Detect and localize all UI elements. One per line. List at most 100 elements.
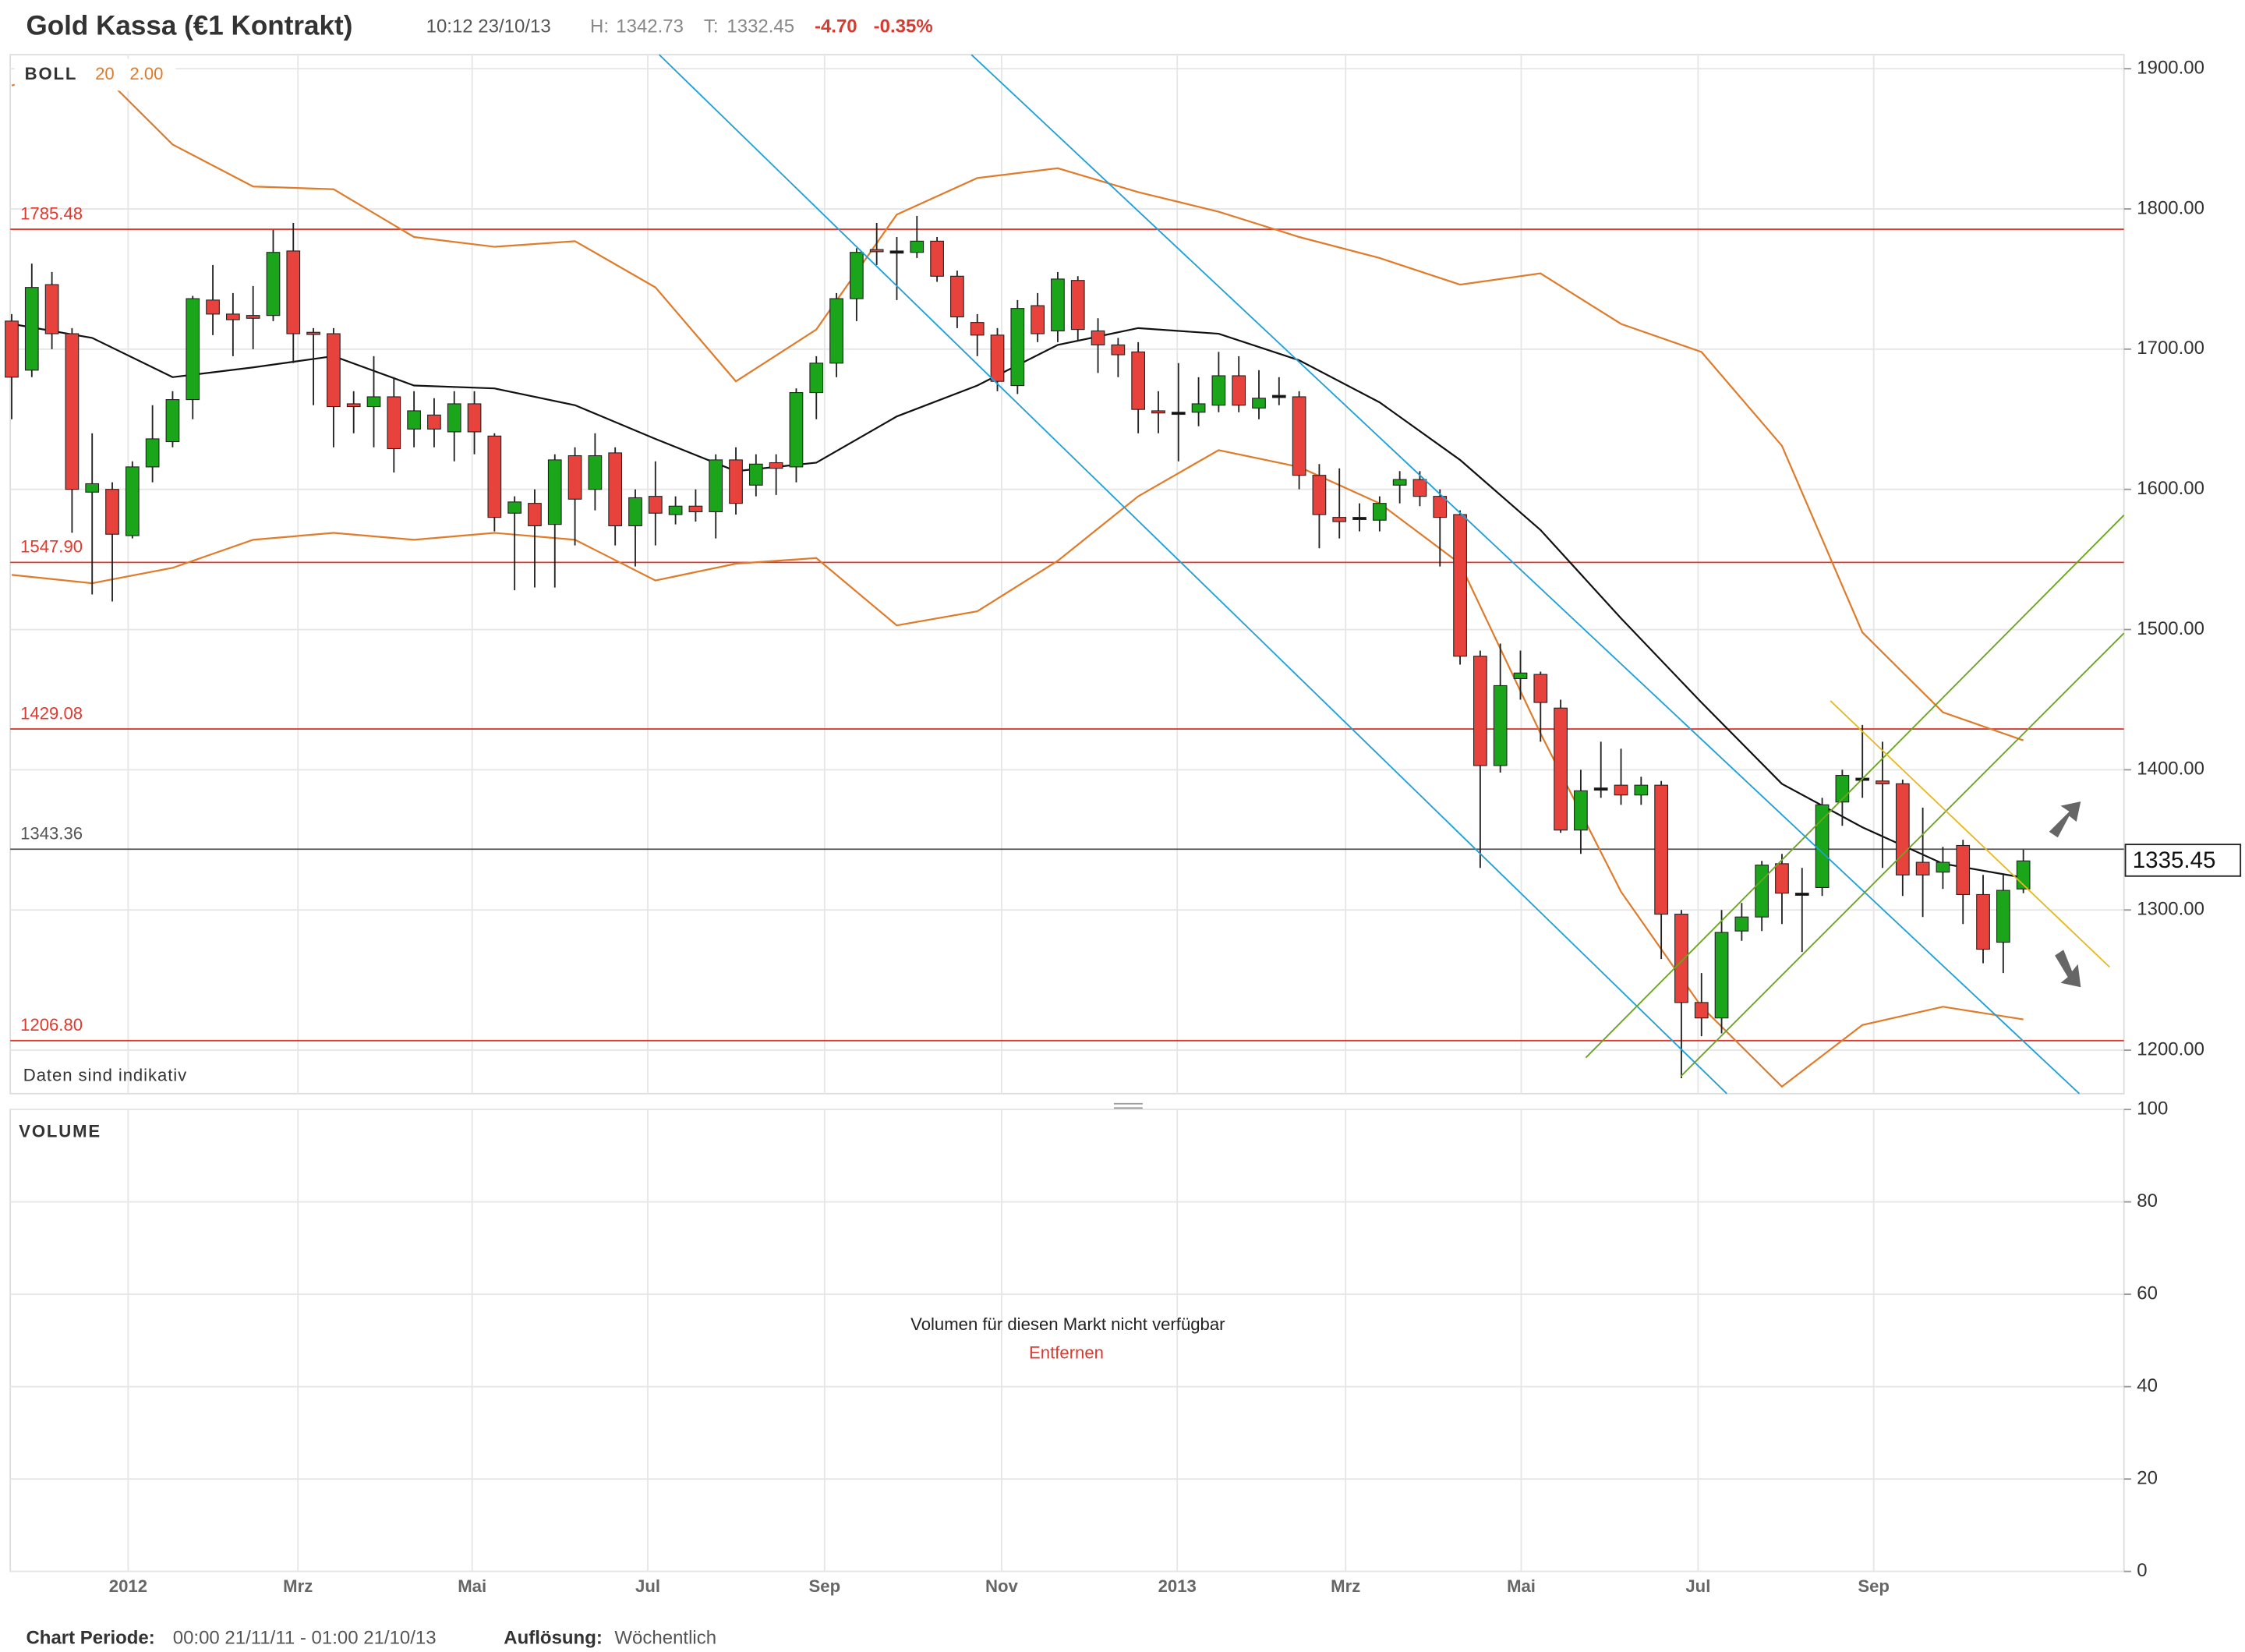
candle-body	[567, 455, 582, 500]
band-middle	[11, 323, 2024, 879]
level-label: 1429.08	[20, 703, 83, 723]
indicator-name: BOLL	[25, 64, 78, 83]
candle-body	[688, 505, 703, 513]
level-label: 1206.80	[20, 1015, 83, 1035]
candle-body	[1111, 344, 1126, 356]
candle-body	[1694, 1002, 1709, 1019]
indicator-deviation: 2.00	[129, 64, 163, 83]
candle-body	[1895, 783, 1910, 876]
candle-body	[729, 459, 743, 504]
y-tick-label: 20	[2137, 1467, 2158, 1488]
candle-body	[869, 249, 884, 253]
candle-body	[1010, 308, 1025, 387]
candle-body	[547, 459, 562, 525]
candle-body	[1654, 784, 1668, 915]
period-label: Chart Periode:	[26, 1628, 154, 1649]
candle-body	[1031, 305, 1045, 334]
candle-body	[306, 331, 320, 335]
remove-link[interactable]: Entfernen	[1029, 1343, 1104, 1363]
last-price-box	[2124, 844, 2242, 877]
candle-body	[1171, 412, 1186, 416]
candle-body	[769, 462, 783, 469]
candle-body	[1554, 707, 1568, 831]
volume-title: VOLUME	[19, 1122, 101, 1141]
candle-body	[286, 250, 301, 334]
candle-body	[1815, 804, 1830, 888]
price-panel	[9, 54, 2125, 1095]
candle-body	[809, 363, 824, 394]
candle-body	[407, 410, 421, 430]
candle-body	[1876, 780, 1890, 784]
candle-body	[889, 250, 904, 254]
candle-body	[24, 287, 39, 371]
candle-body	[206, 299, 220, 315]
candle-body	[85, 483, 100, 493]
last-price: 1335.45	[2133, 847, 2216, 873]
candle-body	[1151, 410, 1165, 414]
level-label: 1343.36	[20, 824, 83, 844]
candle-body	[327, 333, 341, 408]
candle-body	[1835, 775, 1850, 803]
y-tick-label: 1600.00	[2137, 478, 2204, 499]
title: Gold Kassa (€1 Kontrakt)	[26, 10, 352, 41]
candle-body	[1312, 475, 1327, 515]
level-label: 1547.90	[20, 537, 83, 557]
candle-body	[1332, 517, 1347, 522]
band-upper	[11, 63, 2024, 741]
candle-body	[1533, 674, 1548, 703]
candle-body	[1412, 479, 1427, 497]
candle-body	[1271, 394, 1286, 398]
candle-body	[528, 503, 542, 526]
trendline	[1680, 632, 2125, 1077]
x-tick-label: Nov	[985, 1576, 1018, 1596]
y-tick-label: 60	[2137, 1282, 2158, 1304]
candle-body	[1593, 787, 1608, 791]
x-tick-label: 2012	[109, 1576, 147, 1596]
candle-body	[748, 463, 763, 486]
y-tick-label: 80	[2137, 1190, 2158, 1212]
candle-body	[1211, 375, 1226, 406]
grid	[10, 55, 2124, 1572]
candle-body	[1070, 280, 1085, 331]
x-tick-label: Jul	[635, 1576, 660, 1596]
candle-body	[1493, 685, 1508, 766]
y-tick-label: 1400.00	[2137, 759, 2204, 780]
high-value: 1342.73	[616, 16, 684, 37]
y-tick-label: 100	[2137, 1098, 2168, 1119]
trendline	[659, 54, 1727, 1095]
y-tick-label: 1300.00	[2137, 899, 2204, 920]
candle-body	[668, 505, 683, 515]
panel-handle[interactable]	[1113, 1102, 1143, 1109]
candle-body	[1755, 865, 1769, 918]
candle-body	[1131, 351, 1146, 410]
candle-body	[1091, 330, 1105, 345]
candle-body	[1915, 861, 1930, 876]
resolution-label: Auflösung:	[504, 1628, 603, 1649]
candle-body	[910, 240, 925, 253]
candle-body	[1392, 479, 1407, 486]
candle-body	[1976, 893, 1990, 950]
y-tick-label: 0	[2137, 1560, 2147, 1581]
note: Daten sind indikativ	[23, 1066, 187, 1085]
candle-body	[1734, 916, 1749, 932]
candle-body	[930, 240, 944, 277]
candle-body	[1775, 863, 1789, 894]
candle-body	[1614, 784, 1628, 796]
candle-body	[507, 501, 522, 514]
candle-body	[366, 396, 381, 408]
y-tick-label: 1500.00	[2137, 618, 2204, 639]
candle-body	[1936, 861, 1950, 873]
volume-message: Volumen für diesen Markt nicht verfügbar	[910, 1314, 1225, 1334]
candle-body	[1634, 784, 1649, 796]
candle-body	[709, 459, 723, 513]
candle-body	[186, 298, 200, 401]
volume-panel	[9, 1109, 2125, 1572]
candle-body	[588, 455, 603, 490]
trendline	[1585, 515, 2125, 1059]
candle-body	[789, 392, 804, 468]
time: 10:12 23/10/13	[426, 16, 551, 37]
candle-body	[1352, 517, 1366, 520]
candle-body	[608, 452, 623, 526]
candle-body	[1191, 403, 1206, 413]
candle-body	[829, 298, 843, 364]
